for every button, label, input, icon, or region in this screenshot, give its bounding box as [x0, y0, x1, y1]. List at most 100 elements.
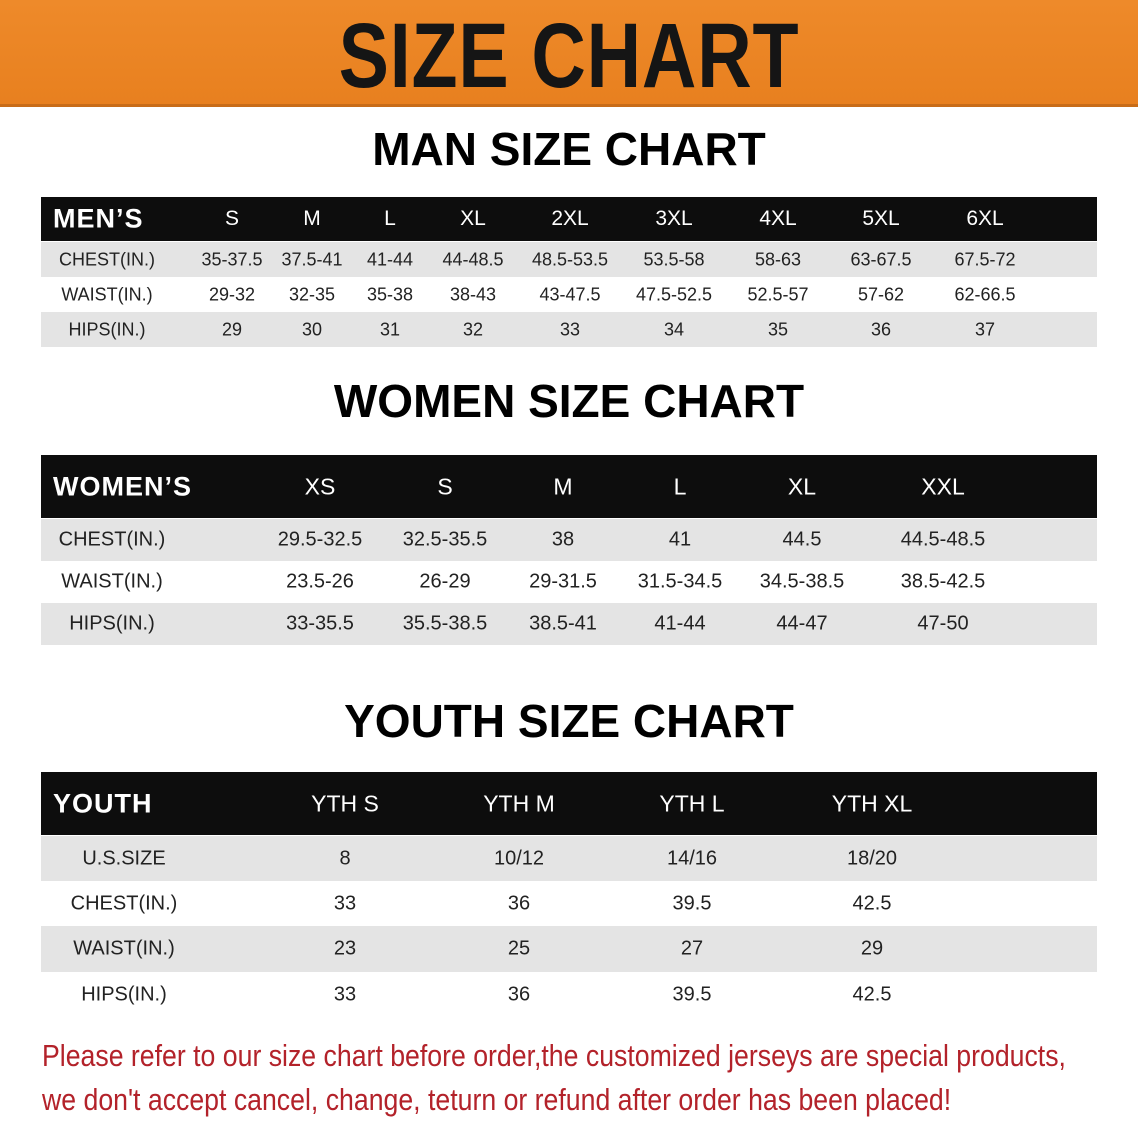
size-header: 2XL	[551, 207, 589, 230]
table-label: MEN’S	[53, 203, 144, 234]
women-header-row: WOMEN’S XS S M L XL XXL	[41, 455, 1097, 518]
youth-size-table: YOUTH YTH S YTH M YTH L YTH XL U.S.SIZE 8 10/12…	[41, 772, 1097, 1018]
size-header: XL	[787, 473, 817, 499]
table-cell: 38-43	[449, 284, 497, 304]
table-cell: 10/12	[493, 847, 545, 869]
table-cell: 39.5	[672, 983, 712, 1006]
table-cell: 23.5-26	[286, 570, 354, 593]
table-cell: 48.5-53.5	[531, 249, 609, 269]
table-cell: 32.5-35.5	[402, 528, 488, 551]
size-header: YTH S	[311, 790, 379, 816]
table-cell: 26-29	[419, 570, 471, 593]
youth-title: YOUTH SIZE CHART	[344, 695, 794, 747]
size-header: XS	[304, 473, 336, 499]
table-cell: 67.5-72	[954, 249, 1016, 269]
notice-line-1: Please refer to our size chart before or…	[42, 1038, 1066, 1073]
table-row: CHEST(IN.) 29.5-32.5 32.5-35.5 38 41 44.5 44.5…	[41, 519, 1097, 561]
size-header: XL	[460, 207, 486, 230]
table-row: CHEST(IN.) 35-37.5 37.5-41 41-44 44-48.5 48.5…	[41, 242, 1097, 277]
table-cell: 62-66.5	[954, 284, 1016, 304]
size-header: 5XL	[862, 207, 900, 230]
size-header: L	[673, 473, 687, 499]
table-cell: 63-67.5	[850, 249, 912, 269]
men-size-table: MEN’S S M L XL 2XL 3XL 4XL 5XL 6XL CHEST(IN.) 35-37…	[41, 197, 1097, 347]
table-cell: 35-38	[366, 284, 414, 304]
measurement-label: HIPS(IN.)	[69, 612, 155, 635]
table-cell: 29	[221, 319, 243, 339]
table-label: YOUTH	[53, 788, 153, 818]
table-cell: 39.5	[672, 892, 712, 914]
measurement-label: CHEST(IN.)	[59, 249, 155, 269]
size-header: M	[553, 473, 573, 499]
table-cell: 41-44	[654, 612, 706, 635]
banner: SIZE CHART	[0, 0, 1138, 107]
notice-line-2: we don't accept cancel, change, teturn o…	[42, 1082, 952, 1117]
size-header: 6XL	[966, 207, 1004, 230]
table-cell: 31.5-34.5	[637, 570, 723, 593]
table-row: WAIST(IN.) 23 25 27 29	[41, 926, 1097, 972]
men-header-row: MEN’S S M L XL 2XL 3XL 4XL 5XL 6XL	[41, 197, 1097, 241]
table-cell: 35.5-38.5	[402, 612, 488, 635]
women-title: WOMEN SIZE CHART	[333, 375, 805, 427]
table-cell: 38.5-42.5	[900, 570, 986, 593]
table-cell: 52.5-57	[747, 284, 809, 304]
size-header: XXL	[921, 473, 965, 499]
table-label: WOMEN’S	[53, 471, 192, 501]
table-cell: 44.5-48.5	[900, 528, 986, 551]
measurement-label: HIPS(IN.)	[68, 319, 146, 339]
table-cell: 43-47.5	[539, 284, 601, 304]
measurement-label: WAIST(IN.)	[73, 937, 175, 960]
table-cell: 42.5	[852, 983, 892, 1006]
banner-title: SIZE CHART	[338, 5, 800, 107]
table-cell: 34	[663, 319, 685, 339]
table-cell: 33	[333, 892, 357, 914]
measurement-label: U.S.SIZE	[82, 847, 166, 869]
table-cell: 32-35	[288, 284, 336, 304]
size-header: S	[224, 207, 240, 230]
size-header: YTH L	[659, 790, 725, 816]
size-header: L	[384, 207, 396, 230]
table-cell: 8	[339, 847, 351, 869]
table-row: CHEST(IN.) 33 36 39.5 42.5	[41, 881, 1097, 926]
table-row: U.S.SIZE 8 10/12 14/16 18/20	[41, 836, 1097, 881]
youth-header-row: YOUTH YTH S YTH M YTH L YTH XL	[41, 772, 1097, 835]
table-cell: 44-47	[776, 612, 828, 635]
table-cell: 53.5-58	[643, 249, 705, 269]
size-header: 3XL	[655, 207, 693, 230]
table-cell: 44-48.5	[442, 249, 504, 269]
size-header: M	[303, 207, 321, 230]
table-cell: 29-32	[208, 284, 256, 304]
table-cell: 32	[462, 319, 484, 339]
table-cell: 34.5-38.5	[759, 570, 845, 593]
measurement-label: WAIST(IN.)	[61, 570, 163, 593]
table-row: HIPS(IN.) 33 36 39.5 42.5	[41, 972, 1097, 1018]
table-cell: 36	[870, 319, 892, 339]
table-cell: 41-44	[366, 249, 414, 269]
table-cell: 33-35.5	[286, 612, 354, 635]
women-size-table: WOMEN’S XS S M L XL XXL CHEST(IN.) 29.5-32.5 32.5…	[41, 455, 1097, 645]
table-cell: 35-37.5	[201, 249, 263, 269]
table-cell: 37.5-41	[281, 249, 343, 269]
table-cell: 44.5	[782, 528, 822, 551]
measurement-label: CHEST(IN.)	[58, 528, 166, 551]
size-header: YTH XL	[831, 790, 913, 816]
men-title: MAN SIZE CHART	[372, 123, 766, 175]
table-cell: 29	[860, 937, 884, 960]
size-header: YTH M	[483, 790, 555, 816]
table-cell: 27	[680, 937, 704, 960]
measurement-label: CHEST(IN.)	[70, 892, 178, 914]
table-cell: 23	[333, 937, 357, 960]
table-cell: 25	[507, 937, 531, 960]
table-cell: 57-62	[857, 284, 905, 304]
table-cell: 14/16	[666, 847, 718, 869]
table-row: HIPS(IN.) 29 30 31 32 33 34 35 36 37	[41, 312, 1097, 347]
table-cell: 33	[333, 983, 357, 1006]
table-cell: 41	[668, 528, 692, 551]
table-cell: 42.5	[852, 892, 892, 914]
table-cell: 36	[507, 983, 531, 1006]
table-row: WAIST(IN.) 29-32 32-35 35-38 38-43 43-47.5 47.…	[41, 277, 1097, 312]
table-cell: 29.5-32.5	[277, 528, 363, 551]
table-cell: 18/20	[846, 847, 898, 869]
table-cell: 37	[974, 319, 996, 339]
table-cell: 38.5-41	[529, 612, 597, 635]
